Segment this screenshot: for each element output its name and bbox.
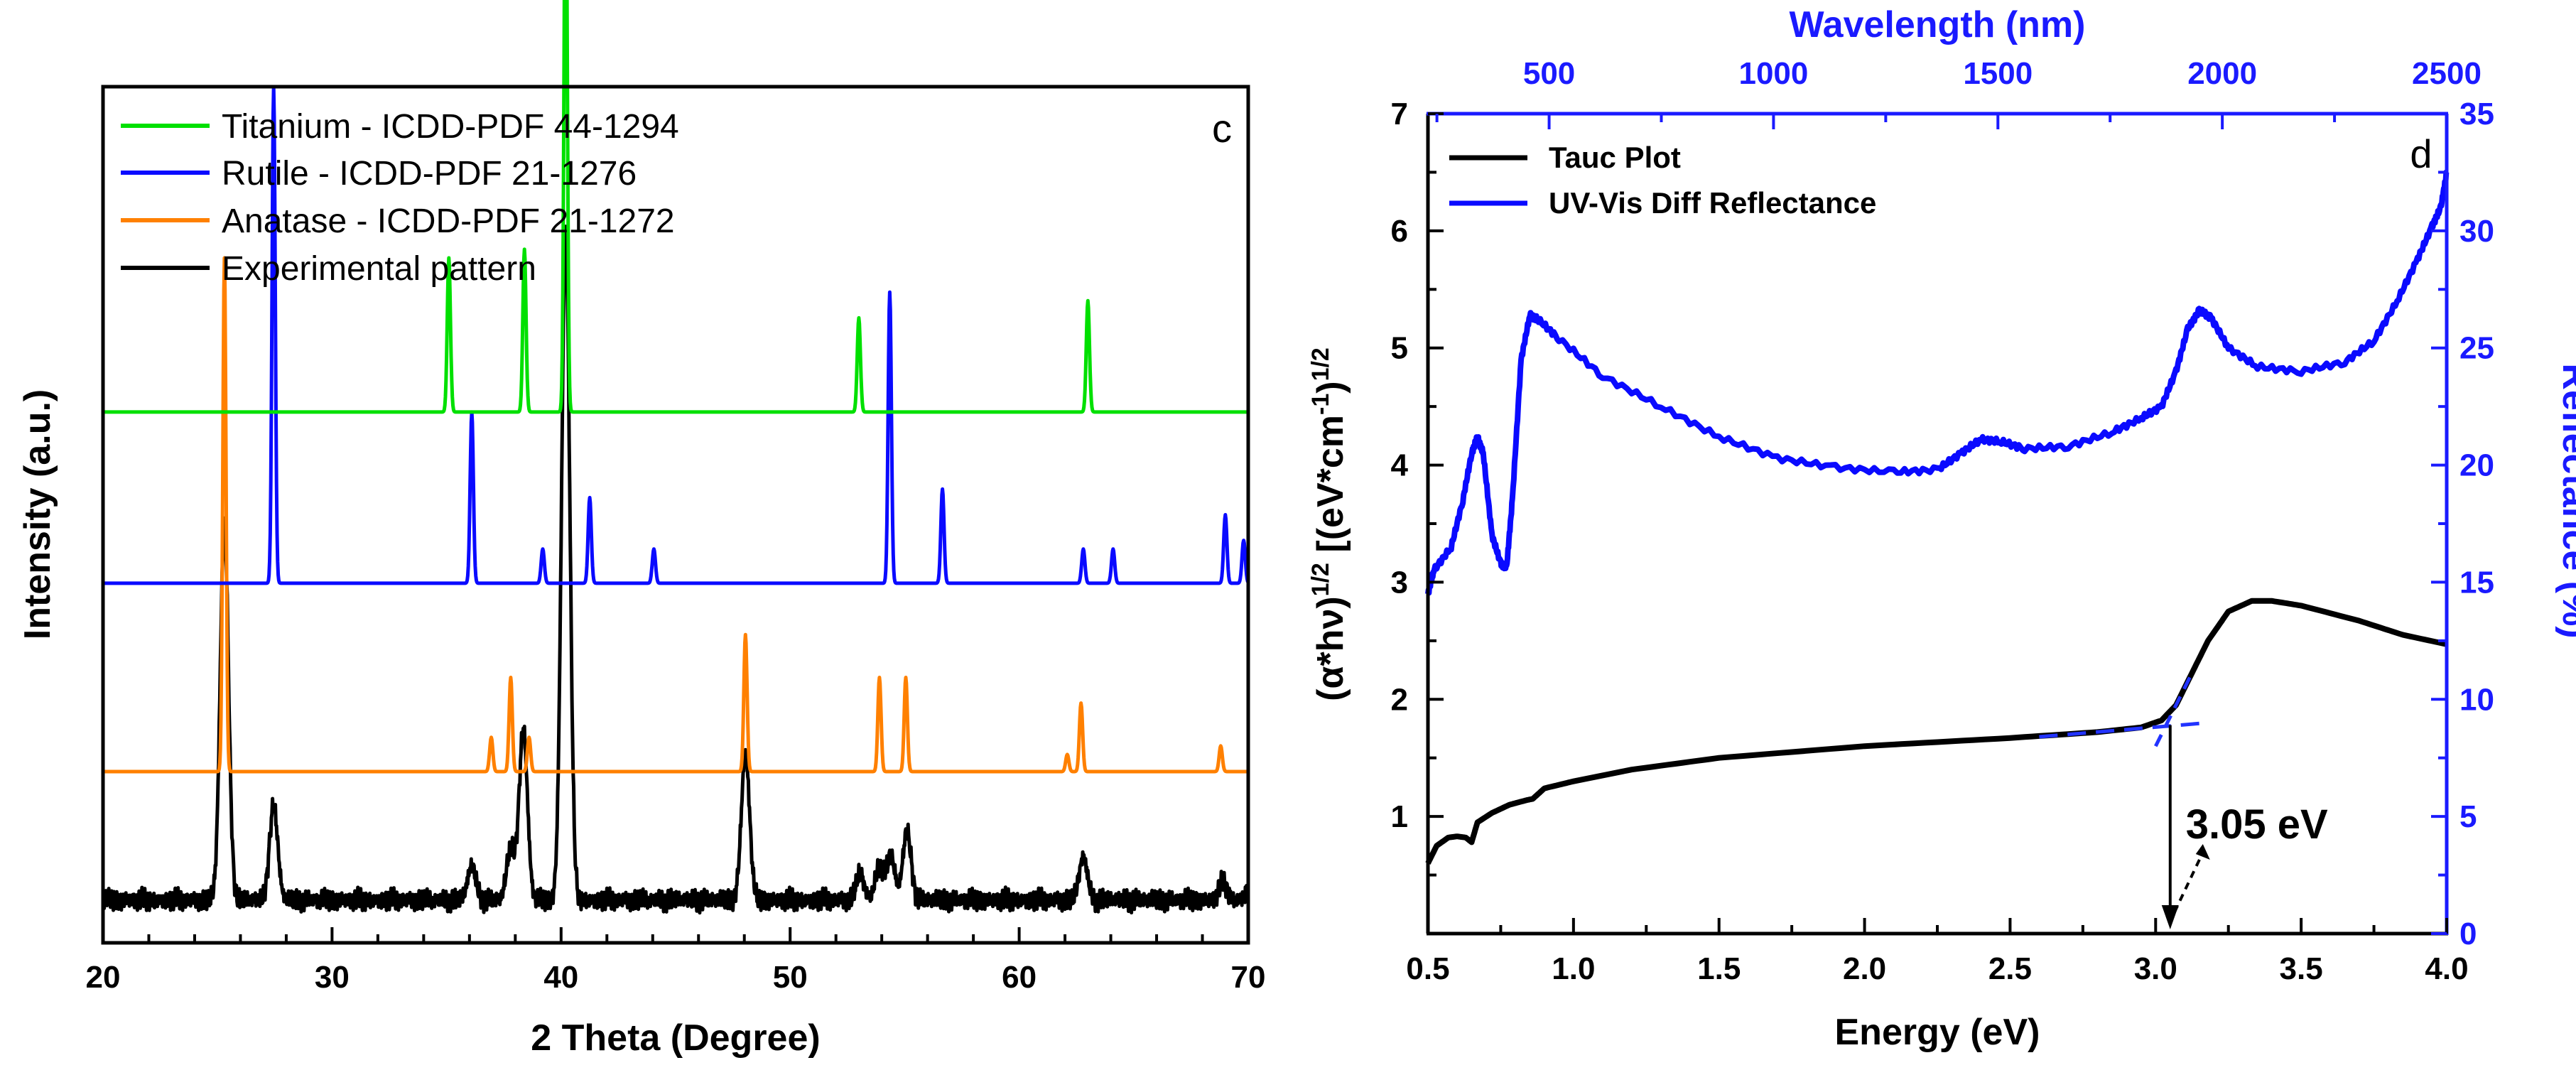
panel-d-right-axis-title: Reflectance (%) [2555,363,2576,638]
panel-c-y-axis-title: Intensity (a.u.) [17,389,58,639]
xrd-series-group [101,0,1250,915]
xrd-line-titanium [102,0,1250,414]
xrd-line-anatase [102,256,1250,774]
xrd-line-experimental [101,225,1250,915]
x-tick-label: 1.0 [1552,951,1595,986]
x-tick-label: 1.5 [1697,951,1741,986]
y-tick-label: 6 [1391,214,1408,249]
y-title-part-a: (α*hν) [1310,596,1351,701]
x-tick-label: 3.0 [2134,951,2177,986]
x2-tick-label: 1500 [1963,56,2033,91]
legend-label-titanium: Titanium - ICDD-PDF 44-1294 [222,108,679,146]
y-tick-label: 4 [1391,448,1409,483]
y2-tick-label: 5 [2459,799,2477,834]
x-tick-label: 50 [773,960,808,995]
x2-tick-label: 500 [1523,56,1575,91]
extrapolation-tangent [2154,675,2192,747]
xrd-line-rutile [102,85,1250,585]
x-tick-label: 30 [315,960,350,995]
x2-tick-label: 1000 [1738,56,1808,91]
y2-tick-label: 15 [2459,565,2494,600]
panel-c-label: c [1212,106,1232,151]
bandgap-pointer [2172,855,2203,913]
bandgap-pointer-head [2195,844,2210,860]
y-tick-label: 5 [1391,331,1408,366]
x-tick-label: 4.0 [2425,951,2468,986]
x-tick-label: 2.5 [1988,951,2032,986]
x-tick-label: 3.5 [2280,951,2323,986]
panel-d-ticks: 0.5 1.0 1.5 2.0 2.5 3.0 3.5 4.0 1 2 3 4 5 6 7 0 5 10 15 20 2… [1391,56,2494,986]
bandgap-value-label: 3.05 eV [2186,801,2328,848]
y-title-part-c: [(eV*cm [1310,415,1351,563]
x-tick-label: 2.0 [1843,951,1886,986]
panel-d-legend: Tauc Plot UV-Vis Diff Reflectance [1449,141,1876,220]
y2-tick-label: 20 [2459,448,2494,483]
y2-tick-label: 35 [2459,97,2494,131]
panel-c-frame [101,85,1250,945]
y-title-part-f: 1/2 [1307,347,1334,381]
x-tick-label: 60 [1002,960,1037,995]
y-tick-label: 2 [1391,682,1408,717]
panel-c-xrd-chart: 20 30 40 50 60 70 2 Theta (Degree) Intensity … [17,0,1265,1059]
y-title-part-e: ) [1310,381,1351,393]
y-tick-label: 7 [1391,97,1408,131]
y2-tick-label: 30 [2459,214,2494,249]
tauc-series-group [1425,169,2450,865]
y-tick-label: 3 [1391,565,1408,600]
panel-d-x-axis-title: Energy (eV) [1835,1012,2040,1053]
y2-tick-label: 0 [2459,917,2477,951]
x-tick-label: 70 [1231,960,1266,995]
panel-c-legend: Titanium - ICDD-PDF 44-1294 Rutile - ICD… [121,108,679,288]
y-tick-label: 1 [1391,799,1408,834]
y-title-part-b: 1/2 [1307,563,1334,596]
x-tick-label: 40 [543,960,578,995]
x2-tick-label: 2000 [2187,56,2257,91]
x-tick-label: 0.5 [1406,951,1449,986]
panel-c-x-axis-title: 2 Theta (Degree) [531,1017,820,1059]
legend-label-experimental: Experimental pattern [222,250,536,288]
panel-d-tauc-chart: 3.05 eV 0.5 1.0 1.5 2.0 2.5 3.0 3.5 4.012345670… [1307,4,2576,1053]
y2-tick-label: 25 [2459,331,2494,366]
x2-tick-label: 2500 [2412,56,2482,91]
legend-label-anatase: Anatase - ICDD-PDF 21-1272 [222,202,675,240]
y2-tick-label: 10 [2459,682,2494,717]
legend-label-tauc: Tauc Plot [1549,141,1681,174]
panel-d-label: d [2410,131,2432,176]
panel-c-x-ticks: 20 30 40 50 60 70 [86,927,1266,995]
y-title-part-d: -1 [1307,394,1334,415]
panel-d-y-axis-title: (α*hν)1/2 [(eV*cm-1)1/2 [1307,347,1351,701]
bandgap-annotation: 3.05 eV [2039,675,2328,929]
legend-label-reflectance: UV-Vis Diff Reflectance [1549,186,1876,220]
x-tick-label: 20 [86,960,121,995]
legend-label-rutile: Rutile - ICDD-PDF 21-1276 [222,155,637,193]
tauc-line [1425,598,2447,865]
panel-d-top-axis-title: Wavelength (nm) [1790,4,2086,45]
reflectance-line [1425,169,2450,596]
